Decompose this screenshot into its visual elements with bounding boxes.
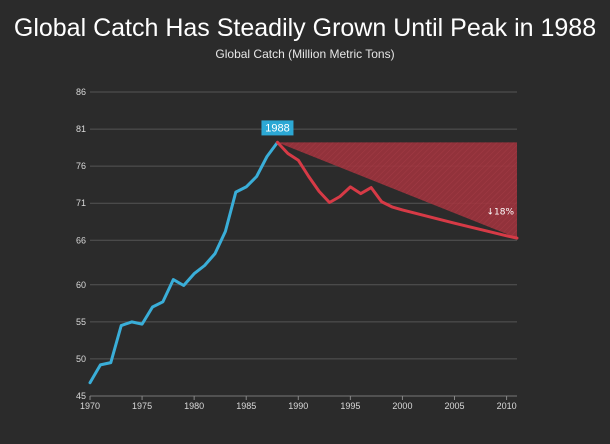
y-tick-label: 55 <box>76 317 86 327</box>
peak-label: 1988 <box>265 122 289 134</box>
series-line-1 <box>88 140 279 385</box>
x-tick-label: 2010 <box>497 401 517 411</box>
y-tick-label: 81 <box>76 124 86 134</box>
series-line-2 <box>276 140 519 240</box>
x-tick-label: 1980 <box>184 401 204 411</box>
x-tick-label: 2005 <box>444 401 464 411</box>
x-tick-label: 1990 <box>288 401 308 411</box>
x-tick-label: 2000 <box>392 401 412 411</box>
decline-label: ↓18% <box>486 207 514 217</box>
x-tick-label: 1975 <box>132 401 152 411</box>
y-tick-label: 50 <box>76 354 86 364</box>
chart-subtitle: Global Catch (Million Metric Tons) <box>215 47 395 61</box>
y-tick-label: 71 <box>76 198 86 208</box>
x-tick-label: 1985 <box>236 401 256 411</box>
peak-badge <box>261 120 294 136</box>
x-tick-label: 1995 <box>340 401 360 411</box>
y-tick-label: 60 <box>76 280 86 290</box>
y-tick-label: 45 <box>76 391 86 401</box>
y-tick-label: 66 <box>76 235 86 245</box>
y-tick-label: 86 <box>76 87 86 97</box>
chart-title: Global Catch Has Steadily Grown Until Pe… <box>13 14 597 42</box>
x-tick-label: 1970 <box>80 401 100 411</box>
y-tick-label: 76 <box>76 161 86 171</box>
decline-wedge-hatch <box>277 142 517 239</box>
